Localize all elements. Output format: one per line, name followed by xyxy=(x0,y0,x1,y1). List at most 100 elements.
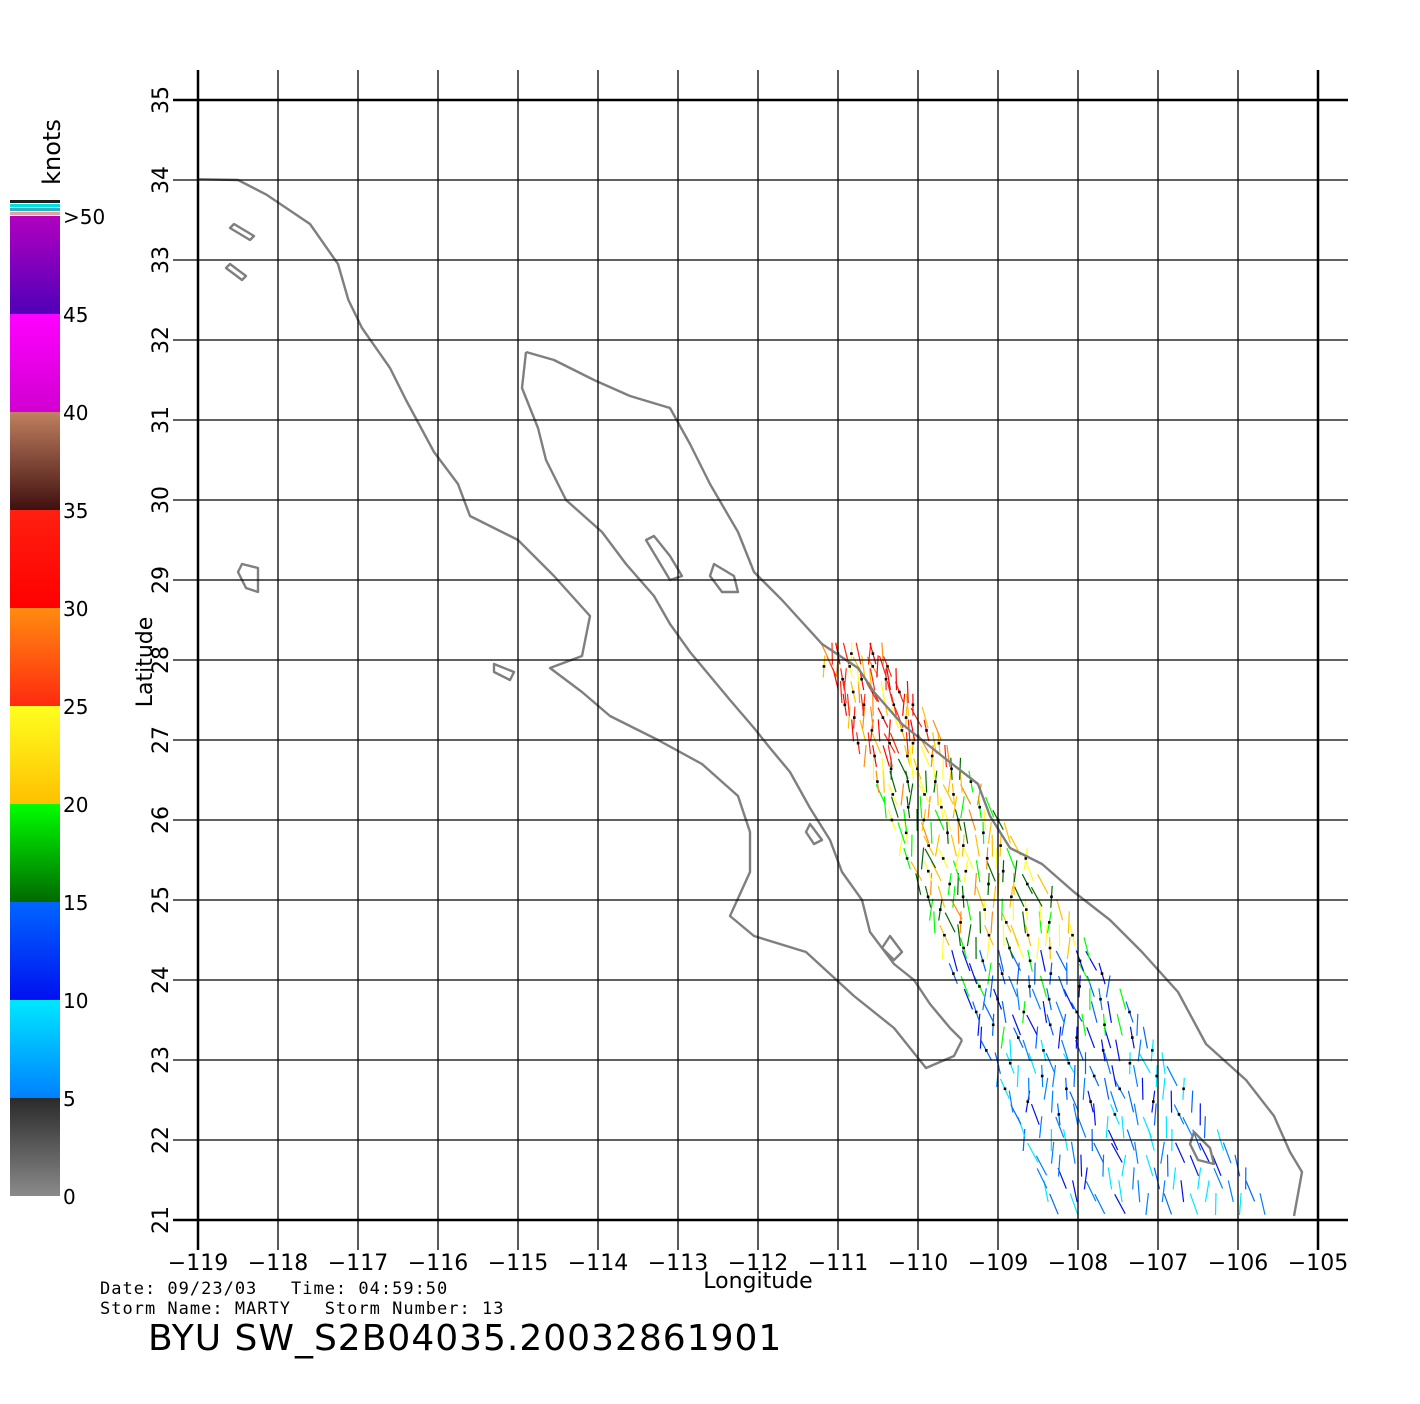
wind-vector xyxy=(1011,925,1019,946)
wind-vector xyxy=(921,746,929,766)
wind-vector xyxy=(1094,1103,1096,1125)
storm-track-dot xyxy=(927,896,930,899)
wind-vector xyxy=(916,772,925,792)
lon-tick-label: −105 xyxy=(1288,1251,1348,1276)
storm-track-dot xyxy=(882,716,885,719)
wind-vector xyxy=(1143,1117,1151,1137)
lat-tick-label: 32 xyxy=(149,326,174,354)
wind-vector xyxy=(1108,1001,1112,1023)
colorbar-label: 45 xyxy=(63,303,88,327)
storm-track-dot xyxy=(863,704,866,707)
wind-vector xyxy=(1014,873,1015,895)
x-axis-label: Longitude xyxy=(703,1269,812,1294)
wind-vector xyxy=(1002,1001,1006,1023)
wind-vector xyxy=(1037,937,1039,959)
wind-vector xyxy=(844,668,846,690)
colorbar-band-5-10 xyxy=(10,1000,60,1098)
storm-track-dot xyxy=(1028,985,1031,988)
storm-track-dot xyxy=(987,883,990,886)
wind-vector xyxy=(931,822,932,844)
wind-vector xyxy=(907,681,908,703)
wind-vector xyxy=(1142,1078,1143,1100)
wind-vector xyxy=(980,1027,981,1049)
storm-track-dot xyxy=(871,729,874,732)
lat-lon-grid xyxy=(173,70,1348,1250)
storm-track-dot xyxy=(1118,1088,1121,1091)
wind-vector xyxy=(1029,1053,1036,1074)
storm-track-dot xyxy=(1042,1049,1045,1052)
lon-tick-label: −118 xyxy=(248,1251,308,1276)
mainland-coast xyxy=(526,352,1302,1216)
storm-track-dot xyxy=(1129,1062,1132,1065)
wind-vector xyxy=(1139,1054,1150,1073)
storm-track-dot xyxy=(852,691,855,694)
wind-vector xyxy=(1084,937,1090,958)
wind-vector xyxy=(1073,1104,1077,1126)
storm-track-dot xyxy=(927,870,930,873)
wind-vector xyxy=(1086,1181,1096,1201)
storm-track-dot xyxy=(886,665,889,668)
wind-vector xyxy=(1037,1169,1047,1189)
wind-vector xyxy=(920,796,922,818)
wind-vector xyxy=(856,643,861,665)
wind-vector xyxy=(848,694,850,716)
wind-vector xyxy=(960,771,962,793)
wind-vector xyxy=(990,976,993,998)
wind-vector xyxy=(1040,1116,1042,1138)
wind-vector xyxy=(1041,976,1047,997)
storm-track-dot xyxy=(1049,947,1052,950)
storm-track-dot xyxy=(942,857,945,860)
wind-vector xyxy=(1038,874,1048,893)
wind-vector xyxy=(964,848,973,868)
storm-track-dot xyxy=(1114,1113,1117,1116)
storm-track-dot xyxy=(962,947,965,950)
lat-tick-label: 30 xyxy=(149,486,174,514)
wind-vector xyxy=(988,822,991,844)
lon-tick-label: −108 xyxy=(1048,1251,1108,1276)
wind-vector xyxy=(1086,951,1097,970)
storm-track-dot xyxy=(938,742,941,745)
wind-vector xyxy=(1046,924,1048,946)
colorbar-label: 5 xyxy=(63,1087,76,1111)
storm-track-dot xyxy=(923,793,926,796)
isla-santa-catalina xyxy=(230,224,254,240)
storm-track-dot xyxy=(823,665,826,668)
storm-track-dot xyxy=(1182,1088,1185,1091)
storm-track-dot xyxy=(1131,1036,1134,1039)
wind-vector xyxy=(961,796,964,818)
storm-track-dot xyxy=(844,704,847,707)
wind-vector xyxy=(1017,1065,1018,1087)
axis-tick-labels: −119−118−117−116−115−114−113−112−111−110… xyxy=(149,86,1348,1276)
storm-track-dot xyxy=(1041,1075,1044,1078)
wind-vector xyxy=(1228,1181,1233,1202)
colorbar-band-10-15 xyxy=(10,902,60,1000)
storm-track-dot xyxy=(988,934,991,937)
wind-vector xyxy=(945,745,947,767)
wind-vector xyxy=(1135,1142,1138,1164)
lat-tick-label: 24 xyxy=(149,966,174,994)
wind-vector xyxy=(852,719,854,741)
storm-track-dot xyxy=(898,691,901,694)
wind-vector xyxy=(911,758,914,780)
baja-pacific-coast xyxy=(198,179,962,1068)
storm-track-dot xyxy=(962,844,965,847)
wind-vector xyxy=(956,848,960,870)
wind-vector xyxy=(1029,1078,1030,1100)
storm-track-dot xyxy=(1099,998,1102,1001)
wind-vector xyxy=(996,847,997,869)
wind-vector xyxy=(1115,1194,1126,1213)
wind-vector xyxy=(877,655,878,677)
colorbar-label: >50 xyxy=(63,205,105,229)
lon-tick-label: −114 xyxy=(568,1251,628,1276)
storm-track-dot xyxy=(934,780,937,783)
storm-track-dot xyxy=(965,870,968,873)
wind-vector xyxy=(864,745,866,767)
storm-track-dot xyxy=(943,934,946,937)
storm-track-dot xyxy=(948,883,951,886)
wind-vector xyxy=(1216,1193,1217,1215)
lon-tick-label: −115 xyxy=(488,1251,548,1276)
wind-vector xyxy=(987,937,989,959)
wind-vector xyxy=(933,720,941,740)
wind-vector xyxy=(1122,1116,1124,1138)
